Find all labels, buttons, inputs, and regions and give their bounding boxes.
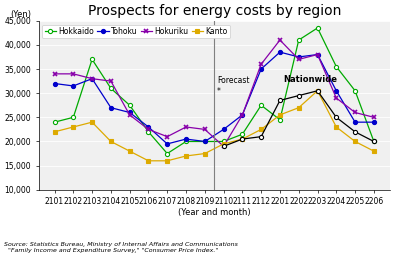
Legend: Hokkaido, Tohoku, Hokuriku, Kanto: Hokkaido, Tohoku, Hokuriku, Kanto — [43, 25, 230, 38]
Line: Nationwide: Nationwide — [221, 89, 376, 148]
Kanto — [108, 140, 113, 143]
Nationwide — [353, 130, 357, 133]
Hokuriku — [334, 97, 339, 100]
Hokuriku — [52, 72, 57, 75]
Tohoku — [108, 106, 113, 109]
Tohoku — [90, 77, 95, 80]
Tohoku — [127, 111, 132, 114]
Kanto — [296, 106, 301, 109]
Tohoku — [184, 138, 188, 141]
Line: Hokuriku: Hokuriku — [52, 38, 376, 149]
Hokkaido — [165, 152, 169, 155]
Hokkaido — [221, 140, 226, 143]
Kanto — [90, 121, 95, 124]
Text: Source: Statistics Bureau, Ministry of Internal Affairs and Communications
  "Fa: Source: Statistics Bureau, Ministry of I… — [4, 242, 238, 253]
Hokkaido — [203, 140, 207, 143]
Nationwide — [278, 99, 282, 102]
Kanto — [203, 152, 207, 155]
Hokuriku — [146, 128, 151, 131]
Hokkaido — [71, 116, 76, 119]
Hokuriku — [353, 111, 357, 114]
Hokuriku — [278, 39, 282, 42]
Kanto — [259, 128, 264, 131]
Kanto — [165, 159, 169, 162]
Kanto — [240, 138, 245, 141]
Nationwide — [372, 140, 376, 143]
Hokuriku — [203, 128, 207, 131]
Hokuriku — [372, 116, 376, 119]
Text: Nationwide: Nationwide — [284, 75, 338, 85]
Nationwide — [259, 135, 264, 138]
Tohoku — [71, 84, 76, 87]
Kanto — [127, 150, 132, 153]
Hokkaido — [278, 118, 282, 121]
Tohoku — [296, 55, 301, 58]
Hokuriku — [108, 80, 113, 83]
Tohoku — [353, 121, 357, 124]
Hokuriku — [315, 53, 320, 56]
Hokuriku — [90, 77, 95, 80]
Tohoku — [146, 125, 151, 129]
Hokuriku — [221, 145, 226, 148]
Hokuriku — [240, 113, 245, 116]
Nationwide — [221, 145, 226, 148]
Tohoku — [278, 51, 282, 54]
Hokkaido — [184, 140, 188, 143]
Tohoku — [165, 142, 169, 146]
Line: Tohoku: Tohoku — [52, 50, 376, 146]
Text: (Yen): (Yen) — [11, 10, 32, 19]
Hokkaido — [52, 121, 57, 124]
Kanto — [184, 154, 188, 157]
Hokkaido — [353, 89, 357, 92]
Text: Forecast
*: Forecast * — [217, 76, 249, 96]
Hokkaido — [146, 130, 151, 133]
Hokkaido — [108, 87, 113, 90]
Hokkaido — [259, 104, 264, 107]
Nationwide — [296, 94, 301, 97]
Hokuriku — [71, 72, 76, 75]
Kanto — [353, 140, 357, 143]
Hokkaido — [127, 104, 132, 107]
Kanto — [334, 125, 339, 129]
Hokuriku — [165, 135, 169, 138]
Tohoku — [334, 89, 339, 92]
Kanto — [315, 89, 320, 92]
Hokuriku — [259, 63, 264, 66]
X-axis label: (Year and month): (Year and month) — [178, 208, 251, 217]
Kanto — [221, 142, 226, 146]
Nationwide — [240, 138, 245, 141]
Tohoku — [52, 82, 57, 85]
Line: Hokkaido: Hokkaido — [52, 26, 376, 156]
Tohoku — [259, 68, 264, 71]
Line: Kanto: Kanto — [52, 89, 376, 163]
Hokkaido — [296, 39, 301, 42]
Kanto — [71, 125, 76, 129]
Nationwide — [315, 89, 320, 92]
Tohoku — [315, 53, 320, 56]
Title: Prospects for energy costs by region: Prospects for energy costs by region — [87, 4, 341, 18]
Hokkaido — [90, 58, 95, 61]
Hokkaido — [240, 133, 245, 136]
Hokuriku — [296, 58, 301, 61]
Kanto — [52, 130, 57, 133]
Kanto — [278, 113, 282, 116]
Tohoku — [240, 113, 245, 116]
Hokkaido — [334, 65, 339, 68]
Tohoku — [372, 121, 376, 124]
Hokkaido — [315, 26, 320, 29]
Tohoku — [203, 140, 207, 143]
Tohoku — [221, 128, 226, 131]
Hokuriku — [184, 125, 188, 129]
Hokuriku — [127, 113, 132, 116]
Kanto — [372, 150, 376, 153]
Hokkaido — [372, 140, 376, 143]
Nationwide — [334, 116, 339, 119]
Kanto — [146, 159, 151, 162]
